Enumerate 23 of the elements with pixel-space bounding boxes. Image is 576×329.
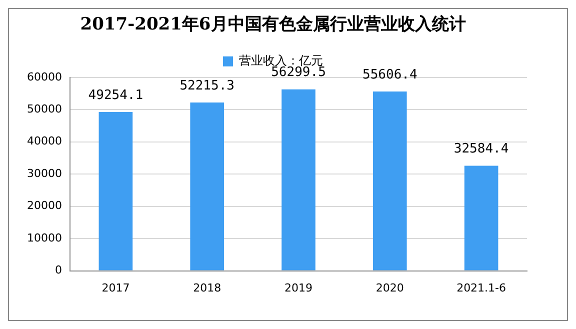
x-tick-label: 2018 (193, 281, 222, 294)
data-label: 56299.5 (271, 65, 326, 80)
y-tick-label: 10000 (26, 231, 62, 244)
x-tick-label: 2020 (376, 281, 404, 294)
data-label: 55606.4 (362, 67, 418, 82)
x-tick-label: 2021.1-6 (456, 281, 506, 294)
bar (372, 92, 407, 270)
y-tick-label: 30000 (26, 166, 62, 180)
bar (98, 112, 133, 270)
bar (464, 166, 498, 270)
x-tick-label: 2017 (102, 281, 130, 294)
chart-title: 2017-2021年6月中国有色金属行业营业收入统计 (80, 14, 466, 35)
bar (190, 102, 224, 270)
data-label: 49254.1 (88, 88, 144, 103)
y-tick-label: 20000 (26, 199, 62, 212)
y-tick-label: 60000 (26, 70, 62, 84)
data-label: 52215.3 (180, 78, 234, 94)
y-tick-label: 40000 (26, 134, 62, 148)
x-tick-label: 2019 (284, 281, 312, 294)
y-tick-label: 50000 (26, 102, 62, 116)
bar (282, 89, 316, 270)
data-label: 32584.4 (454, 142, 509, 157)
y-tick-label: 0 (54, 264, 62, 277)
